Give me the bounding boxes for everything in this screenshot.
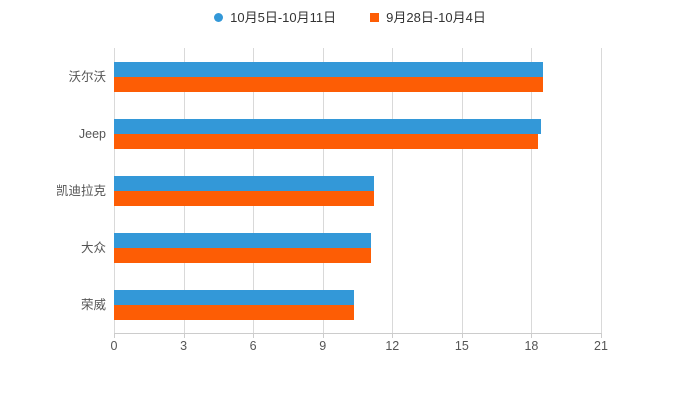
x-tick-mark <box>253 333 255 338</box>
bar-大众-series-1[interactable] <box>114 232 372 248</box>
bar-沃尔沃-series-2[interactable] <box>114 76 544 92</box>
gridline <box>461 48 463 333</box>
y-tick-label: 荣威 <box>80 297 106 312</box>
y-tick-label: 大众 <box>80 240 106 255</box>
x-tick-mark <box>461 333 463 338</box>
bar-Jeep-series-1[interactable] <box>114 118 541 134</box>
bar-荣威-series-1[interactable] <box>114 289 355 305</box>
square-marker-icon <box>370 12 380 22</box>
x-tick-mark <box>531 333 533 338</box>
gridline <box>601 48 602 333</box>
gridline <box>392 48 394 333</box>
legend-label-series-2: 9月28日-10月4日 <box>386 9 486 25</box>
legend-item-series-1[interactable]: 10月5日-10月11日 <box>214 11 336 24</box>
x-tick-mark <box>322 333 324 338</box>
x-tick-label: 6 <box>249 339 257 353</box>
x-tick-label: 3 <box>180 339 188 353</box>
y-tick-label: 凯迪拉克 <box>55 183 106 198</box>
x-axis-line <box>114 333 601 334</box>
chart-legend: 10月5日-10月11日 9月28日-10月4日 <box>0 6 700 28</box>
legend-item-series-2[interactable]: 9月28日-10月4日 <box>370 11 486 24</box>
x-tick-mark <box>392 333 394 338</box>
x-tick-label: 9 <box>319 339 327 353</box>
x-tick-mark <box>114 333 115 338</box>
bar-凯迪拉克-series-2[interactable] <box>114 190 374 206</box>
x-tick-mark <box>601 333 602 338</box>
x-tick-label: 21 <box>594 339 608 353</box>
y-axis-labels: 沃尔沃 Jeep 凯迪拉克大众荣威 <box>0 48 106 333</box>
y-tick-label: Jeep <box>78 126 106 141</box>
bar-荣威-series-2[interactable] <box>114 304 355 320</box>
x-tick-mark <box>183 333 185 338</box>
bar-Jeep-series-2[interactable] <box>114 133 539 149</box>
x-tick-label: 12 <box>385 339 400 353</box>
bar-大众-series-2[interactable] <box>114 247 372 263</box>
legend-label-series-1: 10月5日-10月11日 <box>230 9 337 25</box>
x-tick-label: 15 <box>454 339 469 353</box>
circle-marker-icon <box>214 12 224 22</box>
x-tick-label: 18 <box>524 339 539 353</box>
gridline <box>531 48 533 333</box>
plot-area <box>114 48 602 333</box>
x-tick-label: 0 <box>110 339 118 353</box>
bar-凯迪拉克-series-1[interactable] <box>114 175 374 191</box>
y-tick-label: 沃尔沃 <box>68 69 106 84</box>
bar-沃尔沃-series-1[interactable] <box>114 61 544 77</box>
